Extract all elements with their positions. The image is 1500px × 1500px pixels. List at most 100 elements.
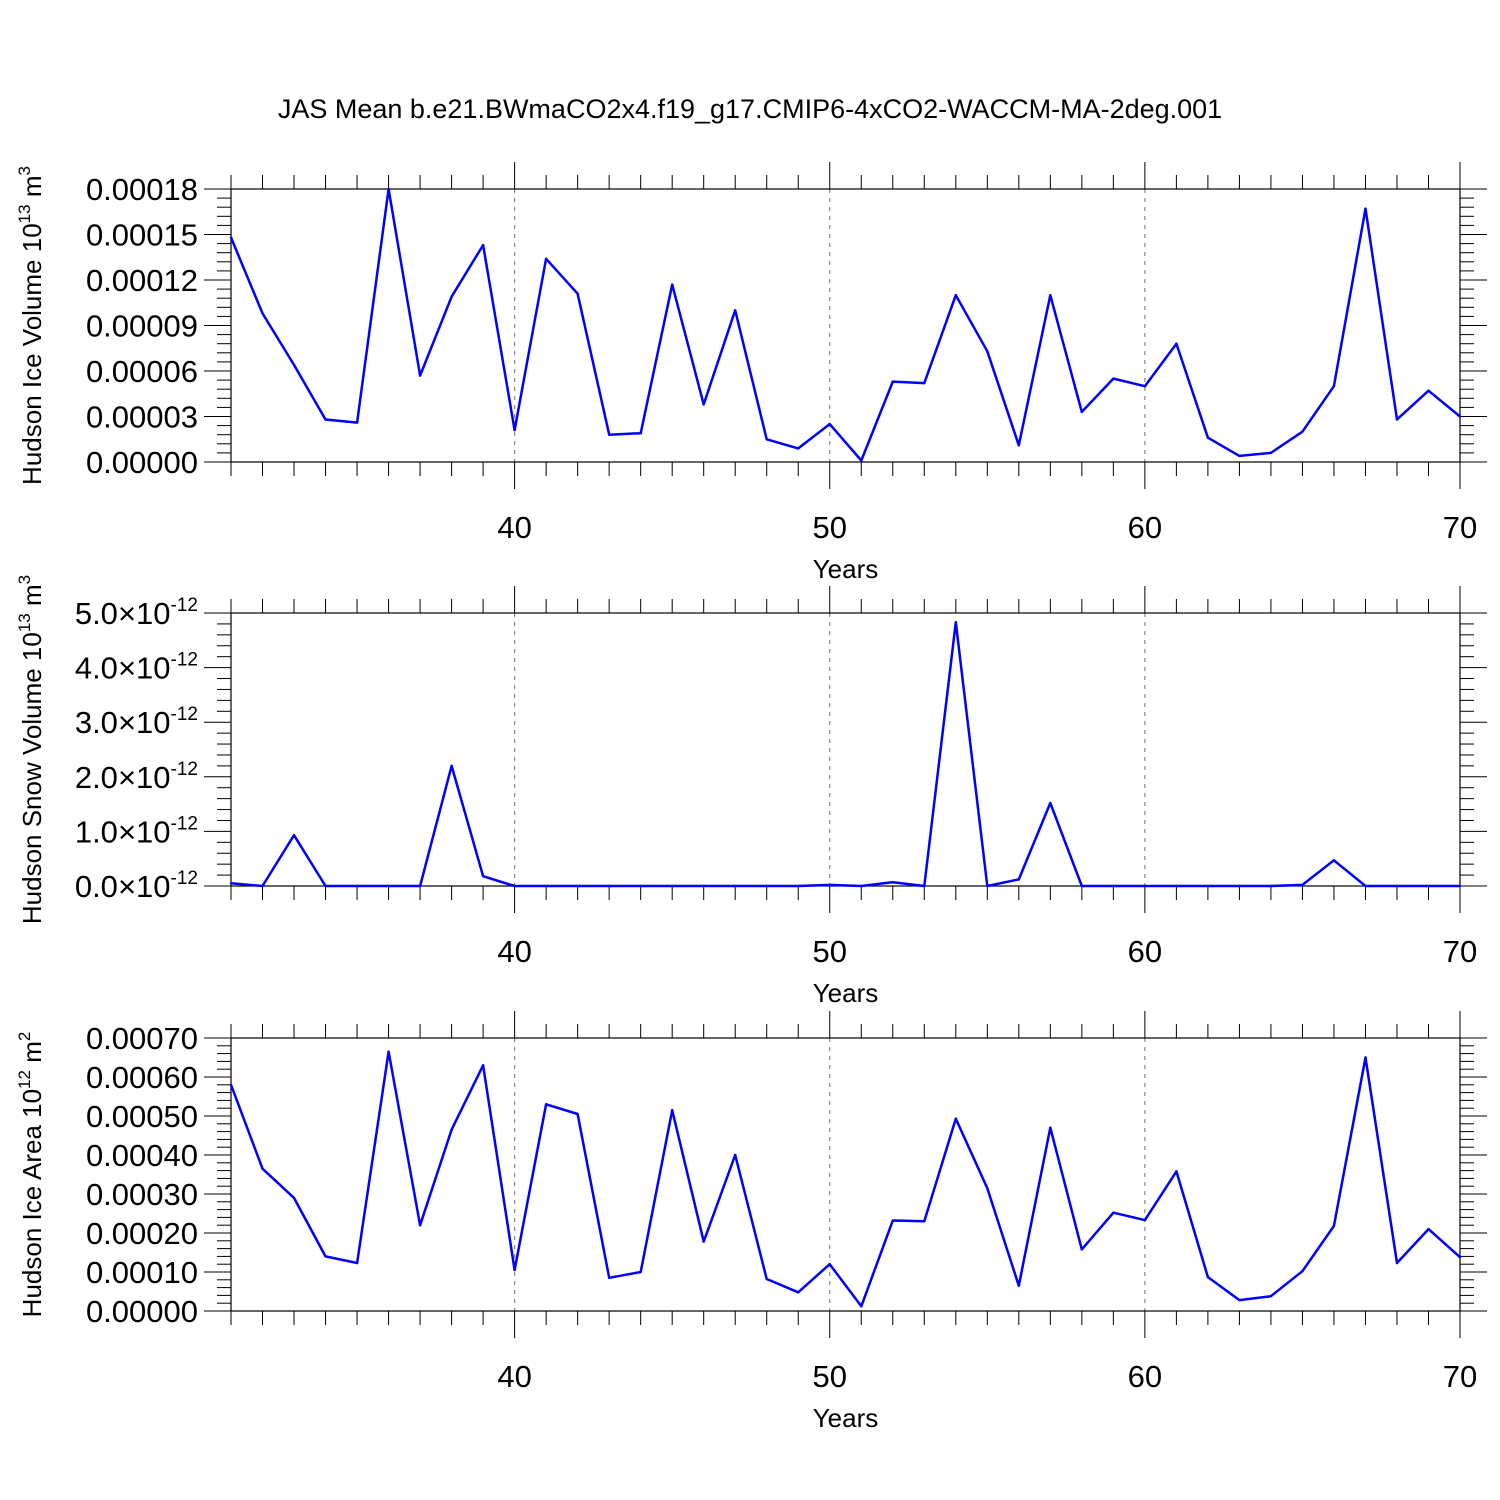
y-tick-label: 0.00050 [86, 1099, 198, 1134]
y-tick-label: 2.0×10-12 [75, 759, 198, 795]
y-tick-exponent: -12 [171, 704, 198, 725]
data-point [923, 381, 926, 385]
panel-3: 40 50 60 70 Years 0.00000 0.00010 0.00020 0.0003… [15, 1011, 1487, 1433]
data-point [513, 884, 516, 888]
y-tick-label: 0.00018 [86, 172, 198, 207]
data-point [734, 1153, 737, 1157]
x-tick-label: 60 [1128, 510, 1162, 545]
data-point [954, 621, 957, 624]
plot-frame [230, 612, 1461, 887]
y-axis-label-ylabel-unit: m [17, 176, 47, 205]
x-tick-label: 40 [497, 1359, 531, 1394]
y-tick-mantissa: 0.0 [75, 869, 118, 904]
data-point [450, 295, 453, 298]
data-point [292, 363, 296, 367]
data-point [1080, 1248, 1084, 1251]
data-point [923, 1220, 926, 1223]
y-tick-mantissa: 0.00050 [86, 1099, 198, 1134]
data-point [1395, 884, 1399, 888]
y-tick-label: 0.00040 [86, 1138, 198, 1173]
chart-title: JAS Mean b.e21.BWmaCO2x4.f19_g17.CMIP6-4… [278, 94, 1222, 124]
y-tick-label: 0.00020 [86, 1216, 198, 1251]
data-point [797, 447, 800, 450]
data-point [1395, 1261, 1399, 1265]
y-tick-label: 0.00010 [86, 1255, 198, 1290]
plot-frame [230, 1037, 1461, 1312]
y-axis-label-ylabel-unit-sup: 2 [15, 1032, 34, 1041]
panels: 40 50 60 70 Years 0.00000 0.00003 0.00006 0.0000… [15, 162, 1487, 1433]
data-point [1238, 1298, 1241, 1302]
data-point [1238, 884, 1241, 888]
panel-2: 40 50 60 70Years0.0×10-121.0×10-122.0×10-12… [15, 575, 1487, 1008]
y-axis-label-ylabel-unit: m [17, 584, 47, 613]
y-tick-mantissa: 0.00015 [86, 218, 198, 253]
y-tick-mantissa: 0.00020 [86, 1216, 198, 1251]
data-point [1269, 1294, 1273, 1298]
data-point [1143, 1218, 1147, 1222]
data-point [1332, 859, 1336, 862]
data-point [1175, 1170, 1178, 1173]
data-point [324, 884, 327, 888]
x-tick-label: 50 [813, 934, 847, 969]
y-tick-exponent: -12 [171, 813, 198, 834]
y-tick-label: 0.00000 [86, 1294, 198, 1329]
data-point [1080, 884, 1084, 888]
data-point [1143, 884, 1147, 888]
data-point [576, 884, 579, 888]
x-axis-label: Years [813, 1403, 879, 1433]
data-point [355, 884, 359, 888]
data-point [481, 243, 485, 247]
y-axis-label: Hudson Ice Area 1012 m2 [15, 1032, 47, 1318]
data-point [1049, 801, 1052, 805]
y-tick-exponent: -12 [171, 759, 198, 780]
data-point [1301, 1270, 1304, 1273]
y-axis-label: Hudson Ice Volume 1013 m3 [15, 166, 47, 485]
data-point [261, 312, 264, 315]
data-point [324, 418, 327, 421]
y-tick-label: 4.0×10-12 [75, 650, 198, 686]
data-point [261, 884, 264, 888]
y-tick-exponent: -12 [171, 868, 198, 889]
y-tick-label: 0.00060 [86, 1060, 198, 1095]
data-point [1080, 410, 1084, 414]
data-point [1301, 430, 1304, 433]
y-axis-label-ylabel-sup: 13 [15, 204, 34, 223]
y-tick-exponent: -12 [171, 650, 198, 671]
series-line [229, 1050, 1461, 1308]
y-tick-mantissa: 0.00006 [86, 354, 198, 389]
data-point [765, 438, 768, 441]
data-point [1112, 884, 1115, 888]
y-tick-label: 0.00030 [86, 1177, 198, 1212]
y-tick-mantissa: 0.00040 [86, 1138, 198, 1173]
data-point [765, 884, 768, 888]
plot-frame [230, 188, 1461, 463]
data-point [797, 1291, 800, 1294]
data-point [828, 422, 831, 426]
data-point [418, 884, 422, 888]
x-tick-label: 70 [1443, 510, 1477, 545]
y-axis-label-ylabel: Hudson Ice Volume 10 [17, 223, 47, 485]
y-tick-mantissa: 0.00010 [86, 1255, 198, 1290]
y-tick-label: 0.00000 [86, 445, 198, 480]
data-point [544, 1103, 548, 1106]
y-axis-label-ylabel: Hudson Snow Volume 10 [17, 632, 47, 924]
data-point [702, 884, 705, 888]
data-point [1364, 207, 1367, 210]
data-point [292, 834, 296, 837]
data-point [1332, 1224, 1336, 1228]
data-point [576, 1112, 579, 1116]
data-point [544, 884, 548, 888]
panel-1: 40 50 60 70 Years 0.00000 0.00003 0.00006 0.0000… [15, 162, 1487, 584]
data-point [576, 292, 579, 295]
y-tick-times: ×10 [118, 814, 171, 849]
data-point [670, 884, 674, 888]
data-point [1269, 451, 1273, 455]
data-point [1458, 1255, 1462, 1259]
y-tick-mantissa: 5.0 [75, 596, 118, 631]
y-tick-mantissa: 3.0 [75, 705, 118, 740]
data-point [1017, 444, 1021, 447]
y-tick-mantissa: 0.00070 [86, 1021, 198, 1056]
y-tick-times: ×10 [118, 705, 171, 740]
y-tick-label: 0.00006 [86, 354, 198, 389]
data-point [387, 187, 390, 191]
